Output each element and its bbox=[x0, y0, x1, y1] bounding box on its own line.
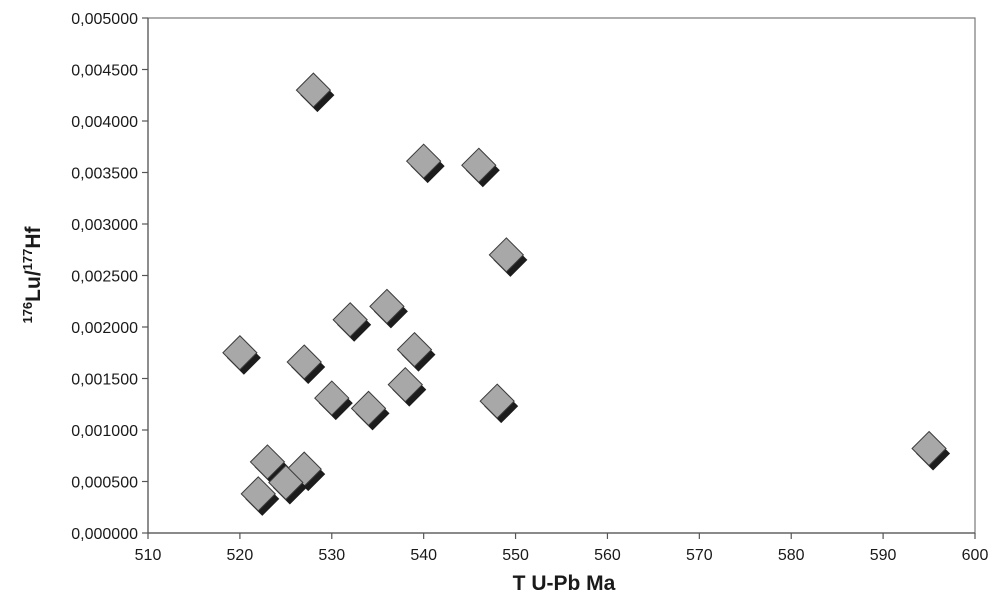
x-tick-label: 570 bbox=[686, 547, 713, 564]
data-point-marker bbox=[488, 237, 525, 273]
y-tick-label: 0,000000 bbox=[71, 526, 138, 543]
x-tick-label: 600 bbox=[962, 547, 989, 564]
x-tick-label: 510 bbox=[135, 547, 162, 564]
data-point bbox=[488, 237, 528, 277]
data-point bbox=[222, 335, 261, 375]
data-point bbox=[332, 302, 372, 342]
data-point-marker bbox=[461, 147, 497, 183]
data-point bbox=[461, 147, 500, 188]
data-point-marker bbox=[249, 444, 286, 480]
data-point-marker bbox=[350, 390, 387, 427]
y-tick-label: 0,005000 bbox=[71, 11, 138, 28]
y-axis-title-tail: Hf bbox=[22, 225, 45, 248]
data-point bbox=[350, 390, 390, 431]
y-axis-title-sup2: 177 bbox=[20, 249, 35, 271]
y-axis-ticks: 0,000000 0,000500 0,001000 0,001500 0,002000… bbox=[71, 11, 148, 543]
y-tick-label: 0,002500 bbox=[71, 269, 138, 286]
data-point bbox=[268, 464, 307, 505]
data-point-marker bbox=[240, 476, 276, 512]
data-point-marker bbox=[479, 383, 515, 419]
data-point-marker bbox=[369, 288, 405, 325]
y-tick-label: 0,001500 bbox=[71, 372, 138, 389]
y-axis-title: 176Lu/177Hf bbox=[20, 225, 45, 323]
data-point-marker bbox=[332, 302, 368, 338]
data-point-marker bbox=[286, 344, 322, 380]
data-point bbox=[911, 430, 951, 471]
y-tick-label: 0,000500 bbox=[71, 475, 138, 492]
data-point-marker bbox=[295, 72, 332, 108]
data-point-marker bbox=[396, 331, 433, 368]
x-tick-label: 590 bbox=[870, 547, 897, 564]
y-tick-label: 0,003500 bbox=[71, 166, 138, 183]
data-point bbox=[295, 72, 335, 113]
y-tick-label: 0,002000 bbox=[71, 320, 138, 337]
data-point bbox=[405, 143, 445, 184]
data-point-marker bbox=[387, 366, 423, 403]
y-tick-label: 0,004000 bbox=[71, 114, 138, 131]
data-point bbox=[240, 476, 280, 516]
data-point bbox=[249, 444, 289, 484]
x-tick-label: 520 bbox=[227, 547, 254, 564]
data-point-marker bbox=[222, 335, 258, 371]
data-point bbox=[314, 380, 353, 421]
x-tick-label: 540 bbox=[410, 547, 437, 564]
y-tick-label: 0,001000 bbox=[71, 423, 138, 440]
x-tick-label: 530 bbox=[318, 547, 345, 564]
y-axis-title-main: Lu/ bbox=[22, 270, 45, 302]
x-tick-label: 550 bbox=[502, 547, 529, 564]
x-tick-label: 560 bbox=[594, 547, 621, 564]
data-point bbox=[479, 383, 519, 424]
x-tick-label: 580 bbox=[778, 547, 805, 564]
data-points bbox=[222, 72, 951, 516]
x-axis-ticks: 510 520 530 540 550 560 570 580 590 600 bbox=[135, 533, 989, 564]
data-point-marker bbox=[911, 430, 947, 467]
y-axis-title-sup1: 176 bbox=[20, 302, 35, 324]
data-point bbox=[286, 344, 326, 385]
data-point bbox=[369, 288, 408, 329]
data-point bbox=[396, 331, 436, 372]
x-axis-title: T U-Pb Ma bbox=[513, 572, 616, 595]
y-tick-label: 0,004500 bbox=[71, 63, 138, 80]
data-point-marker bbox=[268, 464, 304, 501]
y-tick-label: 0,003000 bbox=[71, 217, 138, 234]
data-point-marker bbox=[314, 380, 350, 416]
data-point-marker bbox=[405, 143, 442, 179]
data-point bbox=[387, 366, 427, 407]
